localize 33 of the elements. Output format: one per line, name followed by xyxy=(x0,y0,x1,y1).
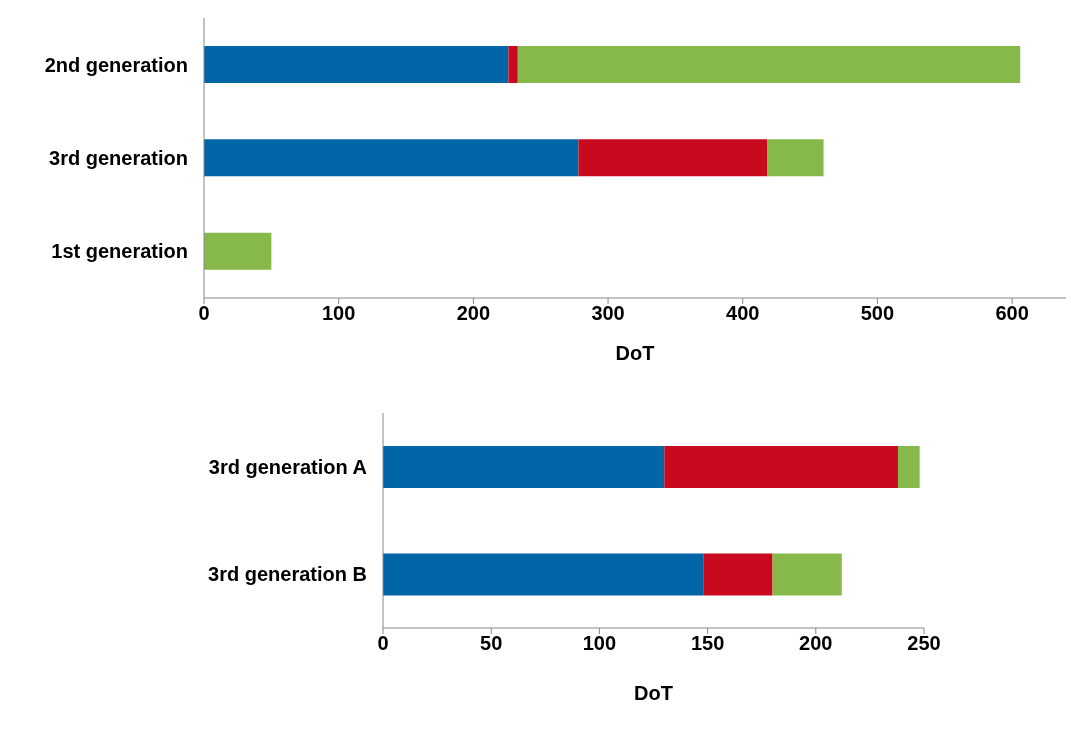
bar xyxy=(204,46,509,83)
x-tick-label: 250 xyxy=(907,632,941,655)
bar xyxy=(898,446,920,488)
x-tick-label: 150 xyxy=(690,632,725,655)
y-tick-label: 1st generation xyxy=(51,240,188,263)
x-axis-title: DoT xyxy=(634,682,673,704)
x-tick-label: 0 xyxy=(198,302,210,325)
bar xyxy=(383,553,704,596)
y-tick-label: 3rd generation A xyxy=(208,455,367,478)
x-tick-label: 0 xyxy=(377,632,389,655)
bar xyxy=(204,139,579,177)
x-tick-label: 50 xyxy=(480,632,503,655)
x-tick-label: 100 xyxy=(322,302,356,325)
bar xyxy=(664,446,899,488)
x-tick-label: 200 xyxy=(456,302,491,325)
x-tick-label: 600 xyxy=(995,302,1029,325)
x-tick-label: 200 xyxy=(799,632,833,655)
x-tick-label: 400 xyxy=(726,302,760,325)
y-tick-label: 3rd generation B xyxy=(208,563,367,586)
bar xyxy=(517,46,1021,83)
bar xyxy=(772,553,842,596)
bar xyxy=(703,553,773,596)
bar xyxy=(204,232,272,270)
bar xyxy=(766,139,824,177)
x-tick-label: 300 xyxy=(591,302,625,325)
bar xyxy=(508,46,518,83)
bar xyxy=(383,446,665,488)
x-tick-label: 100 xyxy=(582,632,617,655)
x-axis-title: DoT xyxy=(615,342,655,364)
y-tick-label: 3rd generation xyxy=(49,147,188,170)
bar xyxy=(578,139,767,177)
x-tick-label: 500 xyxy=(860,302,895,325)
y-tick-label: 2nd generation xyxy=(44,53,188,76)
